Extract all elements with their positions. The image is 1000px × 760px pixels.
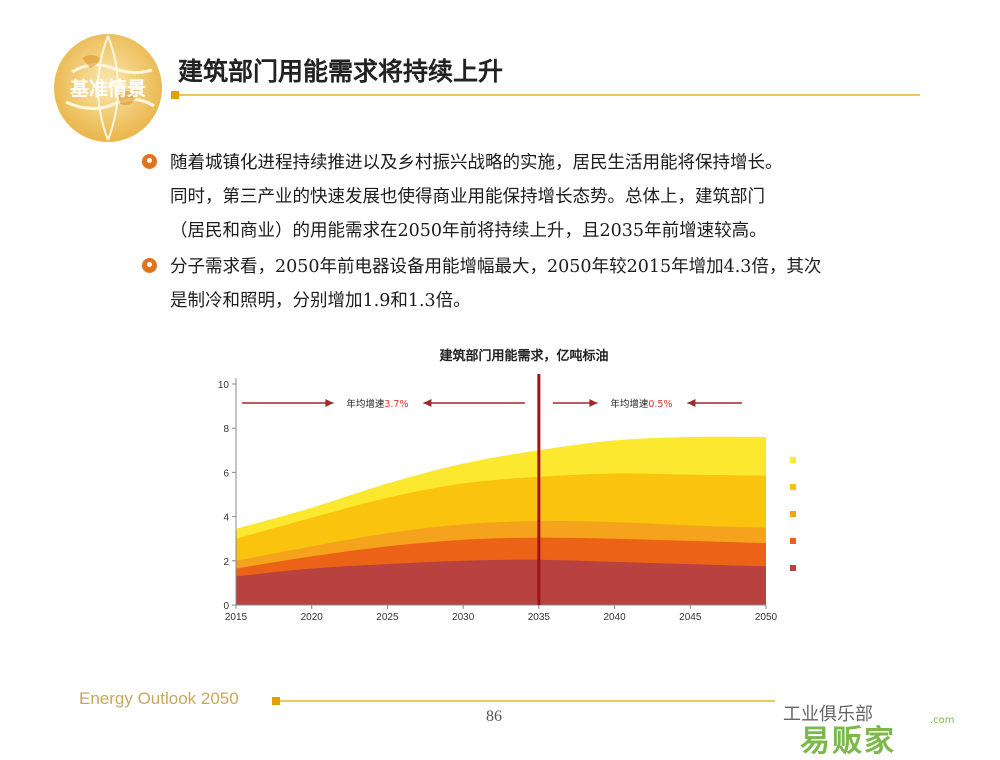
bullet-line: 同时，第三产业的快速发展也使得商业用能保持增长态势。总体上，建筑部门: [170, 187, 765, 207]
x-tick-label: 2050: [755, 612, 778, 623]
y-tick-label: 8: [223, 424, 229, 435]
annotation-arrow-head: [423, 399, 432, 407]
globe-logo: 基准情景: [54, 34, 162, 142]
bullet-line: 分子需求看，2050年前电器设备用能增幅最大，2050年较2015年增加4.3倍…: [170, 257, 822, 277]
annotation-arrow-head: [589, 399, 598, 407]
y-tick-label: 4: [223, 513, 229, 524]
growth-annotation: 年均增速0.5%: [610, 398, 672, 410]
bullet-line: 是制冷和照明，分别增加1.9和1.3倍。: [170, 291, 471, 311]
header-divider: [173, 94, 920, 96]
legend-swatch: [790, 538, 796, 544]
chart-title: 建筑部门用能需求，亿吨标油: [439, 348, 608, 364]
header-divider-marker: [171, 91, 179, 99]
area-series-取暖: [236, 559, 766, 605]
x-tick-label: 2040: [603, 612, 626, 623]
legend-swatch: [790, 484, 796, 490]
footer-divider-marker: [272, 697, 280, 705]
x-tick-label: 2020: [301, 612, 324, 623]
page-number: 86: [486, 708, 502, 725]
growth-annotation: 年均增速3.7%: [346, 398, 408, 410]
legend-swatch: [790, 511, 796, 517]
bullet-item: 随着城镇化进程持续推进以及乡村振兴战略的实施，居民生活用能将保持增长。 同时，第…: [142, 146, 942, 248]
y-tick-label: 2: [223, 557, 229, 568]
watermark-domain: .com: [930, 715, 955, 726]
watermark-brand: 易贩家: [800, 724, 896, 759]
bullet-icon: [142, 154, 157, 169]
bullet-icon: [142, 258, 157, 273]
energy-demand-chart: 建筑部门用能需求，亿吨标油 0 2 4 6 8 10 2015 2020 2025 2030 203…: [218, 348, 796, 623]
footer-divider: [275, 700, 775, 702]
y-tick-label: 6: [223, 468, 229, 479]
watermark-account: 工业俱乐部: [783, 704, 873, 725]
x-tick-label: 2035: [528, 612, 551, 623]
y-tick-label: 10: [218, 380, 230, 391]
x-tick-label: 2030: [452, 612, 475, 623]
page-title: 建筑部门用能需求将持续上升: [178, 57, 504, 86]
y-tick-label: 0: [223, 601, 229, 612]
footer-brand: Energy Outlook 2050: [79, 689, 239, 708]
bullet-line: 随着城镇化进程持续推进以及乡村振兴战略的实施，居民生活用能将保持增长。: [170, 153, 783, 173]
x-tick-label: 2025: [376, 612, 399, 623]
annotation-arrow-head: [325, 399, 334, 407]
bullet-item: 分子需求看，2050年前电器设备用能增幅最大，2050年较2015年增加4.3倍…: [142, 250, 942, 318]
x-tick-label: 2045: [679, 612, 702, 623]
x-tick-label: 2015: [225, 612, 248, 623]
logo-text: 基准情景: [69, 77, 146, 100]
legend-swatch: [790, 565, 796, 571]
legend-swatch: [790, 457, 796, 463]
annotation-arrow-head: [687, 399, 696, 407]
bullet-line: （居民和商业）的用能需求在2050年前将持续上升，且2035年前增速较高。: [170, 221, 767, 241]
bullet-list: 随着城镇化进程持续推进以及乡村振兴战略的实施，居民生活用能将保持增长。 同时，第…: [142, 146, 942, 320]
